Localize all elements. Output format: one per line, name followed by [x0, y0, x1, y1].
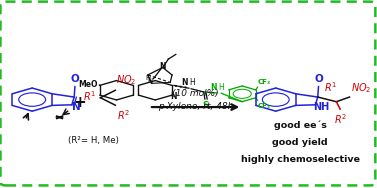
Text: p-Xylene, rt, 48h: p-Xylene, rt, 48h	[158, 102, 233, 111]
Text: N: N	[181, 78, 187, 87]
Text: H: H	[145, 75, 150, 81]
Text: $NO_2$: $NO_2$	[351, 81, 371, 95]
Text: N: N	[210, 83, 216, 92]
Text: O: O	[70, 74, 79, 84]
Text: +: +	[74, 95, 86, 110]
Text: S: S	[203, 101, 209, 110]
Text: $R^2$: $R^2$	[334, 112, 347, 126]
Text: $R^1$: $R^1$	[325, 80, 338, 94]
Text: CF₃: CF₃	[257, 79, 271, 85]
Text: highly chemoselective: highly chemoselective	[241, 155, 360, 164]
Text: (R²= H, Me): (R²= H, Me)	[67, 136, 118, 145]
Text: (10 mol%): (10 mol%)	[172, 89, 219, 98]
Text: N: N	[72, 102, 81, 112]
Text: N: N	[159, 62, 166, 71]
Text: N: N	[170, 92, 176, 101]
Text: $R^2$: $R^2$	[117, 108, 130, 122]
Text: NH: NH	[313, 102, 329, 112]
Text: O: O	[314, 74, 323, 84]
Text: $NO_2$: $NO_2$	[116, 73, 136, 87]
Text: H: H	[219, 83, 224, 92]
Text: CF₃: CF₃	[257, 103, 271, 109]
Text: MeO: MeO	[78, 80, 98, 89]
Text: $R^1$: $R^1$	[83, 89, 97, 103]
Text: H: H	[148, 78, 153, 83]
Text: good ee´s: good ee´s	[274, 121, 326, 130]
Text: good yield: good yield	[272, 138, 328, 147]
Text: H: H	[189, 78, 195, 87]
